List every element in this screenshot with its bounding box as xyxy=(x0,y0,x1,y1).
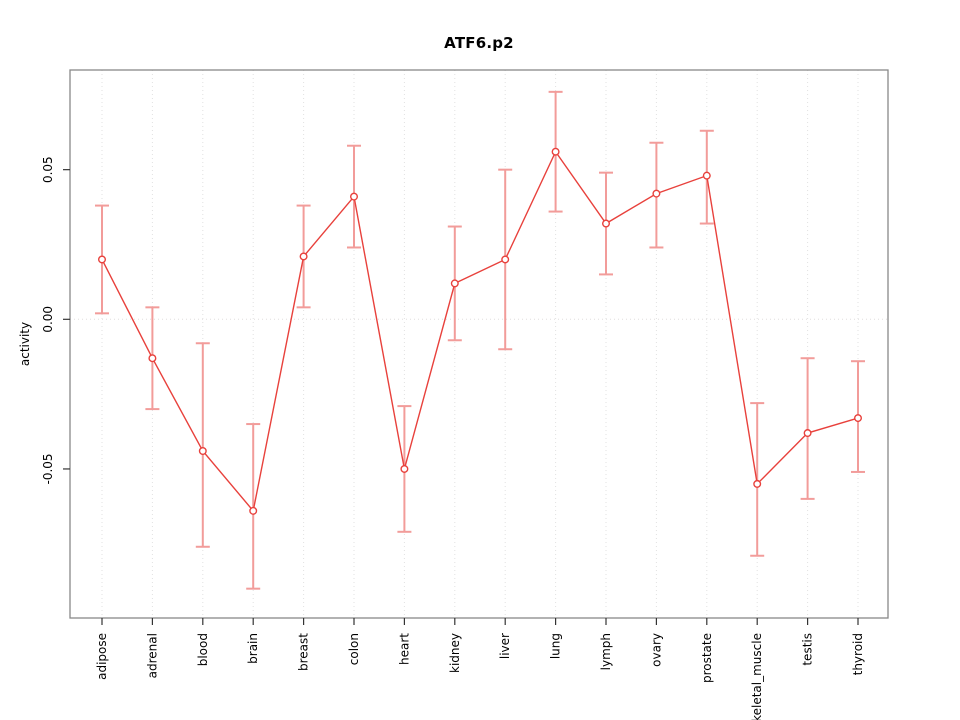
x-tick-label: breast xyxy=(297,633,311,671)
data-point xyxy=(803,429,812,438)
x-tick-label: thyroid xyxy=(851,633,865,675)
x-tick-label: adipose xyxy=(95,633,109,680)
data-point xyxy=(198,446,207,455)
x-tick-label: ovary xyxy=(649,633,663,667)
x-tick-label: testis xyxy=(801,633,815,666)
y-tick-label: -0.05 xyxy=(41,453,55,484)
data-point xyxy=(97,255,106,264)
x-tick-label: colon xyxy=(347,633,361,665)
y-tick-label: 0.05 xyxy=(41,156,55,183)
data-point xyxy=(652,189,661,198)
data-point xyxy=(148,354,157,363)
data-point xyxy=(450,279,459,288)
x-tick-label: prostate xyxy=(700,633,714,683)
x-tick-label: blood xyxy=(196,633,210,666)
y-tick-label: 0.00 xyxy=(41,306,55,333)
data-point xyxy=(551,147,560,156)
x-tick-label: kidney xyxy=(448,633,462,673)
x-tick-label: adrenal xyxy=(145,633,159,678)
x-tick-label: brain xyxy=(246,633,260,664)
data-point xyxy=(299,252,308,261)
data-point xyxy=(854,414,863,423)
data-point xyxy=(702,171,711,180)
x-tick-label: liver xyxy=(498,633,512,659)
data-point xyxy=(602,219,611,228)
panel-border xyxy=(69,69,889,619)
chart-title: ATF6.p2 xyxy=(444,34,514,52)
x-tick-label: heart xyxy=(397,633,411,665)
data-point xyxy=(501,255,510,264)
series-line xyxy=(101,150,859,513)
data-point xyxy=(400,464,409,473)
x-tick-label: lymph xyxy=(599,633,613,670)
data-point xyxy=(753,479,762,488)
x-tick-label: lung xyxy=(549,633,563,659)
data-point xyxy=(350,192,359,201)
x-tick-label: skeletal_muscle xyxy=(750,633,764,720)
data-point xyxy=(249,506,258,515)
